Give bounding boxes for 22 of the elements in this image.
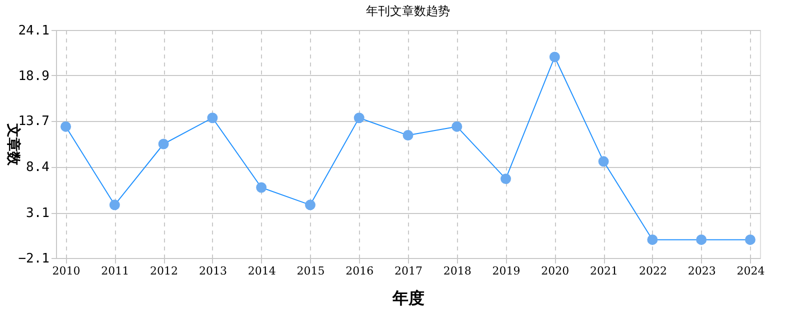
x-tick-label: 2018 (443, 264, 472, 278)
x-tick-label: 2023 (688, 264, 716, 278)
x-tick-label: 2020 (541, 264, 570, 278)
x-tick-label: 2021 (590, 264, 618, 278)
x-tick-label: 2013 (198, 264, 227, 278)
x-axis-title: 年度 (392, 288, 424, 308)
x-tick-label: 2010 (52, 264, 80, 278)
x-tick-label: 2022 (638, 264, 667, 278)
y-tick-label: −2.1 (18, 252, 50, 266)
x-tick-label: 2012 (150, 264, 178, 278)
y-tick-label: 3.1 (26, 206, 50, 222)
y-tick-label: 18.9 (18, 68, 50, 84)
x-tick-label: 2016 (346, 264, 374, 278)
x-tick-label: 2014 (248, 264, 276, 278)
y-tick-label: 8.4 (26, 160, 50, 176)
x-tick-label: 2015 (296, 264, 325, 278)
x-tick-label: 2017 (394, 264, 422, 278)
chart-title: 年刊文章数趋势 (366, 4, 450, 18)
x-tick-label: 2011 (101, 264, 130, 278)
y-tick-label: 24.1 (18, 24, 50, 38)
x-tick-label: 2024 (736, 264, 765, 278)
x-tick-label: 2019 (492, 264, 520, 278)
